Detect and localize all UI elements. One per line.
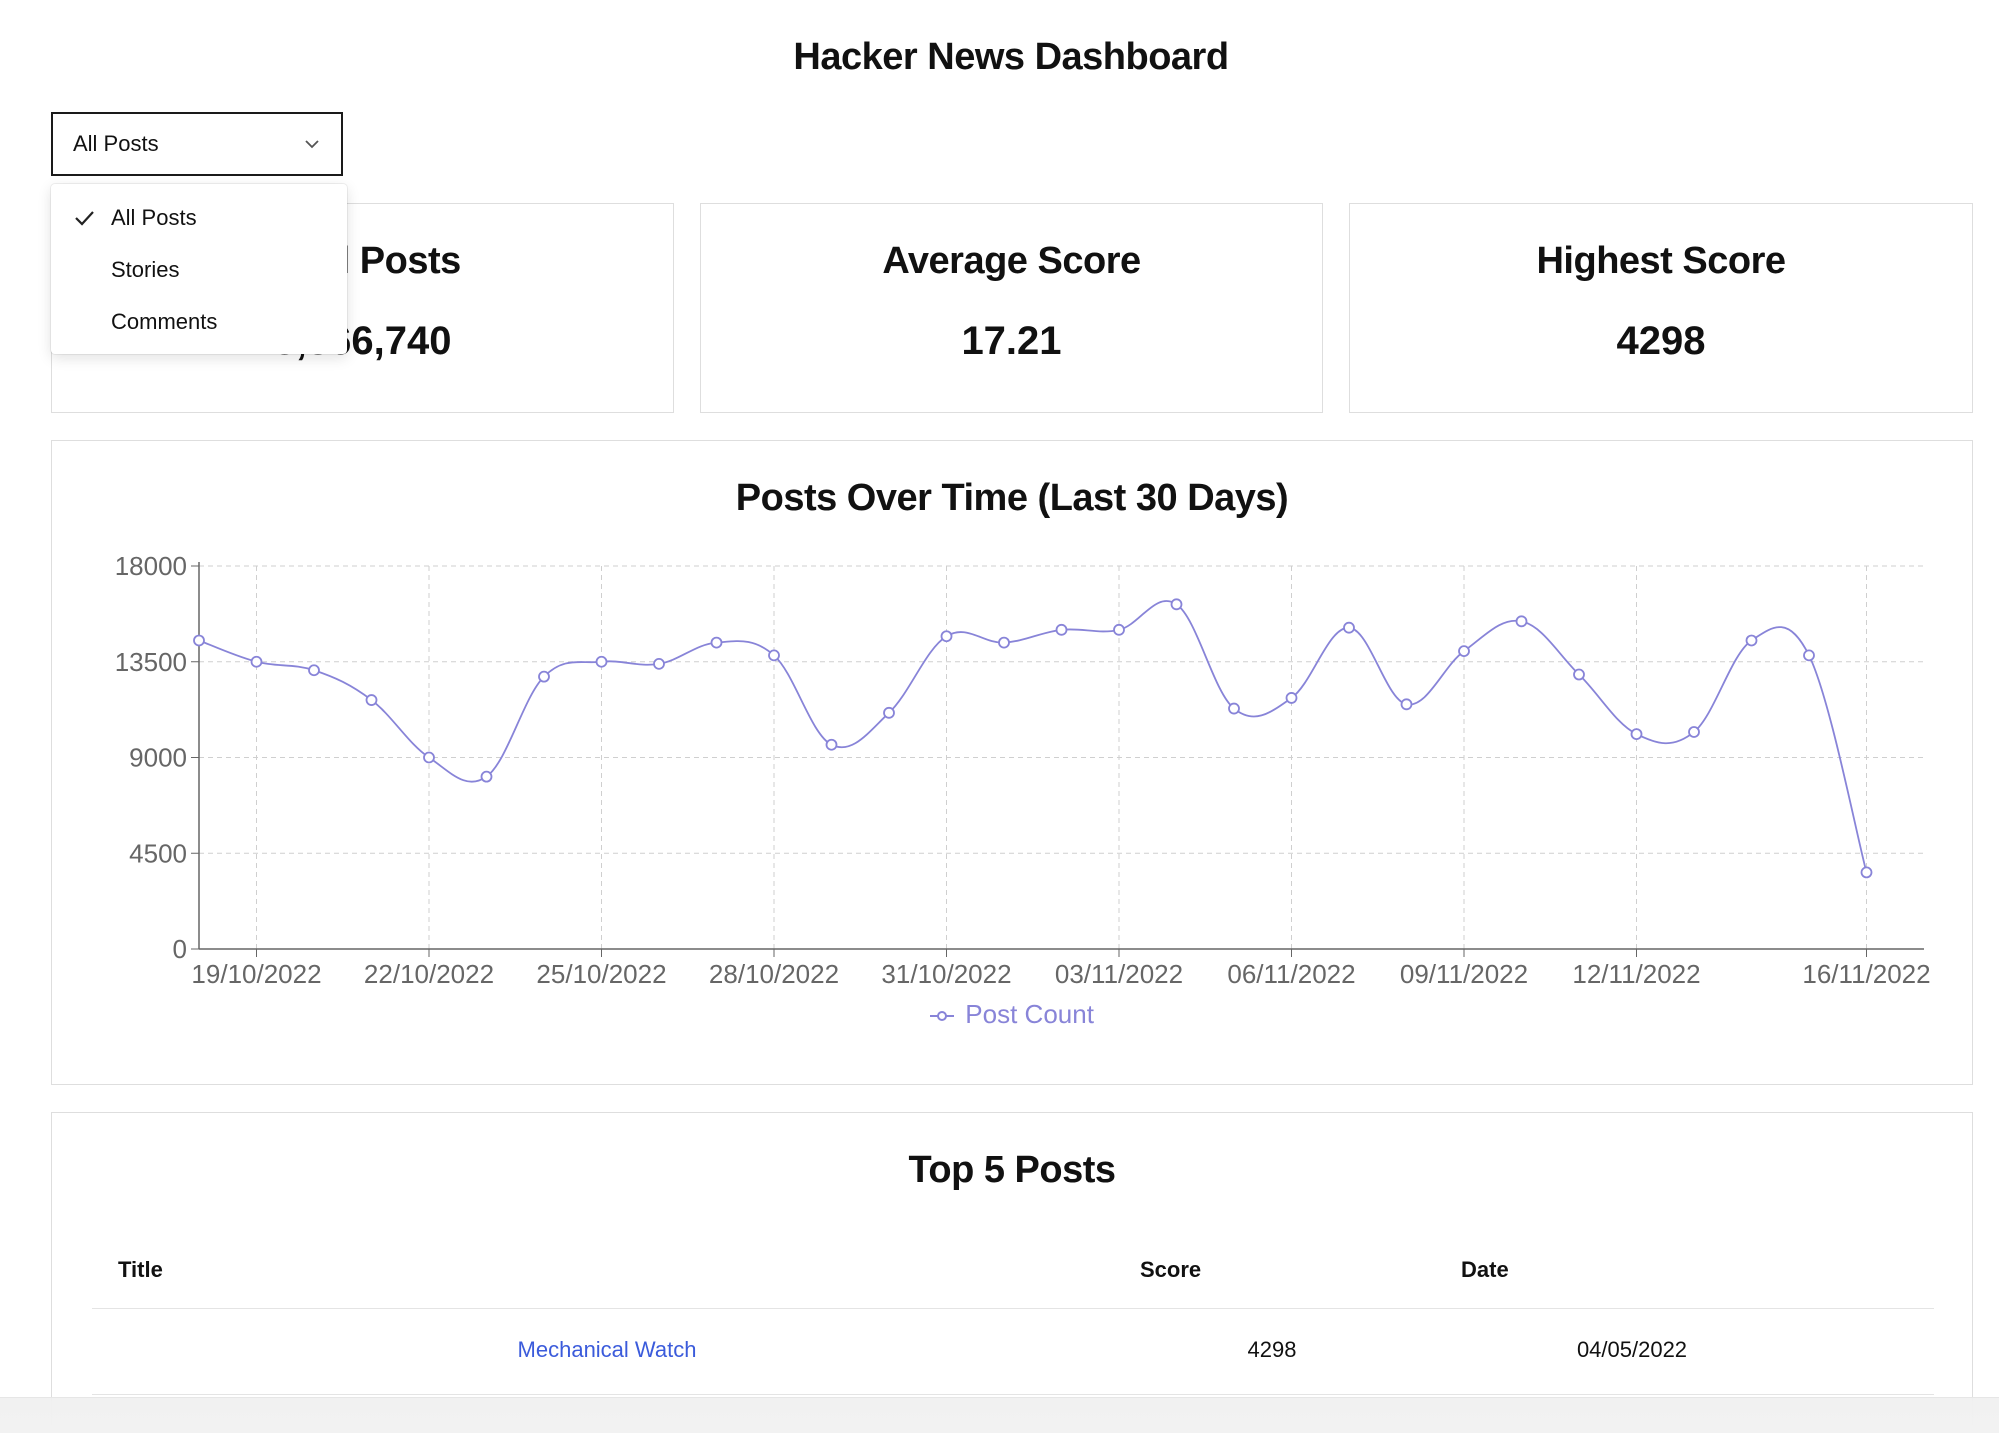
x-tick-label: 28/10/2022 — [709, 959, 839, 989]
data-point — [653, 657, 665, 670]
row-divider — [92, 1394, 1934, 1395]
data-point — [538, 670, 550, 683]
post-type-select[interactable]: All Posts — [51, 112, 343, 176]
data-point — [1573, 668, 1585, 681]
post-date: 04/05/2022 — [1576, 1337, 1688, 1362]
chart-legend[interactable]: Post Count — [52, 999, 1972, 1030]
menu-item-stories[interactable]: Stories — [51, 244, 347, 296]
chevron-down-icon — [303, 135, 321, 153]
average-score-value: 17.21 — [961, 319, 1062, 363]
x-tick-label: 12/11/2022 — [1572, 959, 1700, 989]
data-point — [1745, 634, 1758, 647]
posts-over-time-card: Posts Over Time (Last 30 Days) 0 4500 9000… — [51, 440, 1973, 1085]
menu-item-all-posts[interactable]: All Posts — [51, 192, 347, 244]
page-title: Hacker News Dashboard — [793, 36, 1229, 78]
data-point — [1055, 623, 1068, 636]
average-score-card: Average Score 17.21 — [700, 203, 1323, 413]
y-tick-label: 13500 — [115, 647, 187, 677]
bottom-overlay — [0, 1397, 1999, 1433]
column-header-date: Date — [1461, 1257, 1509, 1282]
data-point — [1860, 866, 1873, 879]
menu-item-label: Stories — [111, 257, 180, 282]
data-point — [1113, 623, 1125, 636]
menu-item-label: Comments — [111, 309, 218, 334]
data-point — [1803, 649, 1815, 662]
data-point — [1228, 702, 1240, 715]
data-point — [825, 738, 838, 751]
average-score-label: Average Score — [882, 240, 1141, 282]
y-tick-label: 18000 — [115, 551, 187, 581]
series-line-post-count — [198, 600, 1868, 873]
data-point — [940, 630, 953, 643]
data-point — [1343, 621, 1355, 634]
data-point — [1400, 698, 1413, 711]
x-tick-label: 31/10/2022 — [881, 959, 1011, 989]
menu-item-label: All Posts — [111, 205, 197, 230]
data-point — [998, 636, 1010, 649]
data-point — [193, 634, 205, 647]
legend-label: Post Count — [965, 999, 1094, 1029]
data-point — [423, 751, 435, 764]
x-tick-label: 16/11/2022 — [1802, 959, 1930, 989]
post-title-link[interactable]: Mechanical Watch — [517, 1337, 697, 1362]
data-point — [1170, 598, 1183, 611]
y-tick-label: 0 — [173, 934, 187, 964]
highest-score-card: Highest Score 4298 — [1349, 203, 1973, 413]
data-point — [710, 636, 723, 649]
y-tick-label: 4500 — [129, 838, 187, 868]
column-header-title: Title — [118, 1257, 163, 1282]
table-row: Mechanical Watch 4298 04/05/2022 — [92, 1309, 1934, 1393]
post-score: 4298 — [1247, 1337, 1297, 1362]
top-posts-title: Top 5 Posts — [908, 1149, 1116, 1191]
posts-over-time-chart: 0 4500 9000 13500 18000 19/10/2022 22/10/2022 2… — [115, 551, 1931, 989]
x-tick-label: 03/11/2022 — [1055, 959, 1183, 989]
chart-title: Posts Over Time (Last 30 Days) — [735, 477, 1289, 519]
data-point — [365, 694, 378, 706]
highest-score-value: 4298 — [1616, 319, 1706, 363]
check-icon — [75, 211, 94, 226]
menu-item-comments[interactable]: Comments — [51, 296, 347, 348]
data-point — [480, 770, 493, 783]
data-point — [250, 655, 263, 668]
data-point — [1285, 692, 1298, 704]
data-point — [1688, 726, 1700, 738]
header-divider — [92, 1308, 1934, 1309]
top-posts-card: Top 5 Posts Title Score Date Mechanical … — [51, 1112, 1973, 1433]
data-point — [883, 706, 895, 719]
legend-line-icon — [930, 1011, 955, 1022]
data-point — [1515, 615, 1528, 628]
y-tick-label: 9000 — [129, 743, 187, 773]
data-point — [1630, 728, 1643, 740]
x-tick-label: 06/11/2022 — [1227, 959, 1355, 989]
column-header-score: Score — [1140, 1257, 1202, 1282]
x-tick-label: 09/11/2022 — [1400, 959, 1528, 989]
highest-score-label: Highest Score — [1536, 240, 1786, 282]
post-type-select-value: All Posts — [73, 131, 159, 156]
data-point — [308, 664, 320, 677]
post-type-dropdown-menu: All Posts Stories Comments — [51, 184, 347, 354]
x-tick-label: 19/10/2022 — [191, 959, 321, 989]
data-point — [768, 649, 780, 662]
data-point — [1458, 645, 1470, 658]
x-tick-label: 25/10/2022 — [536, 959, 666, 989]
x-tick-label: 22/10/2022 — [364, 959, 494, 989]
data-point — [595, 655, 608, 668]
